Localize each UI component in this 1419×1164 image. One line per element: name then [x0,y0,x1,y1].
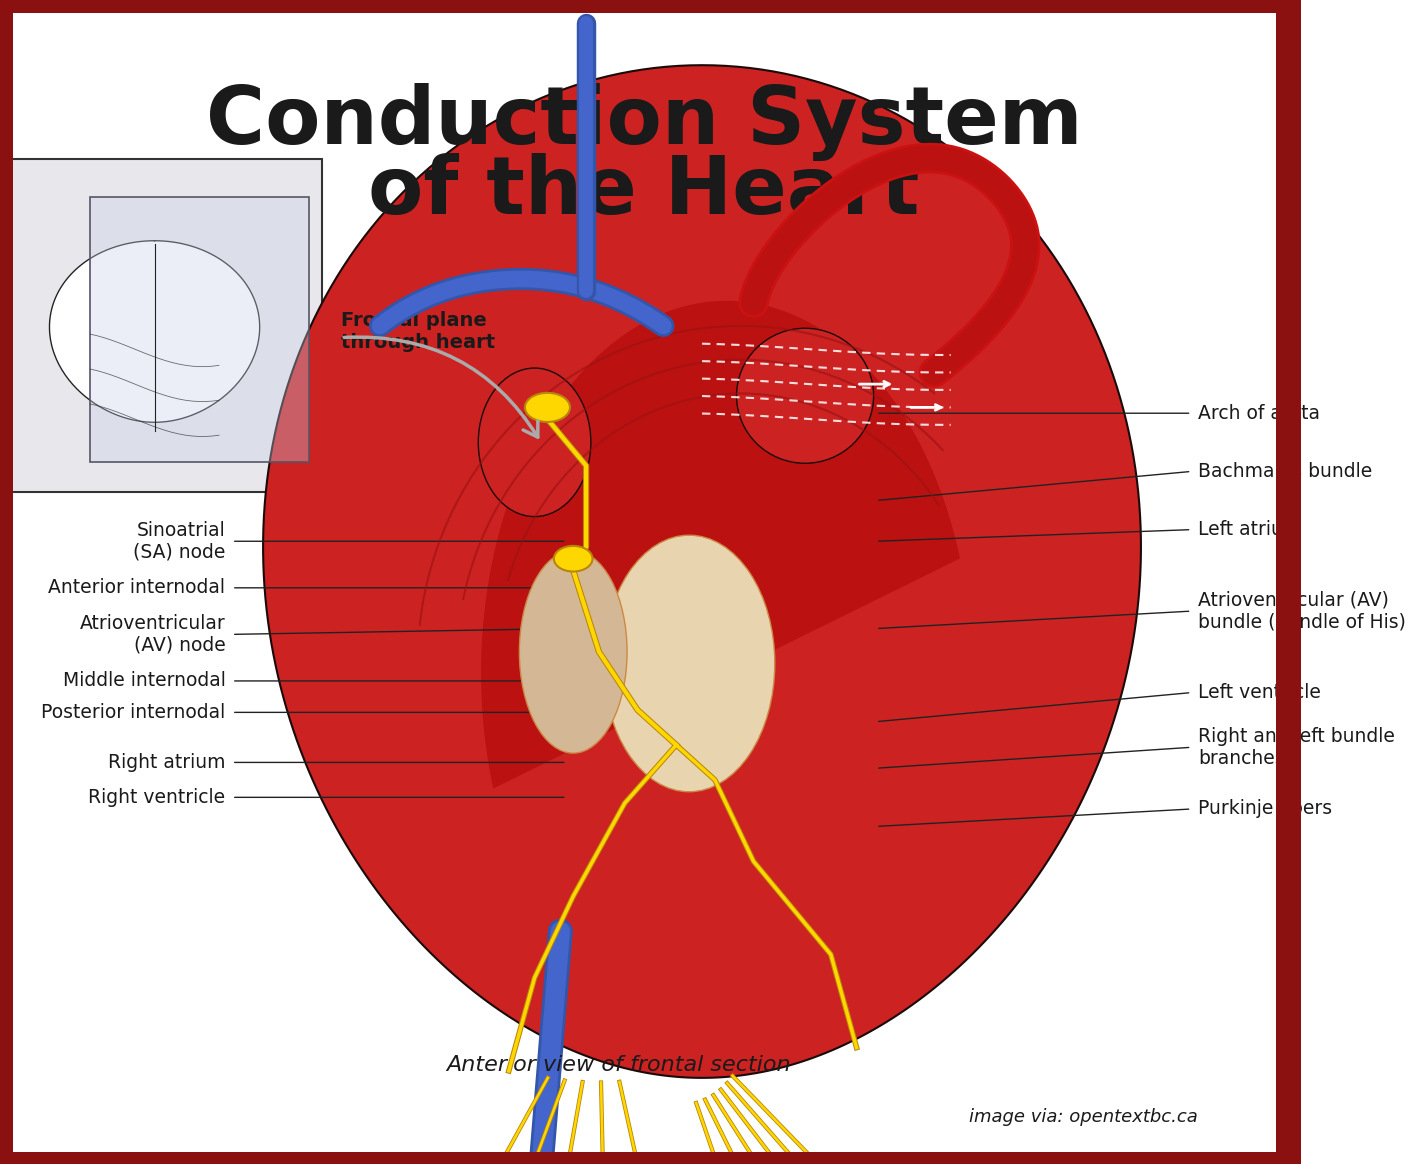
Ellipse shape [553,546,593,572]
Text: Sinoatrial
(SA) node: Sinoatrial (SA) node [133,520,226,562]
Text: Right and left bundle
branches: Right and left bundle branches [1198,726,1395,768]
Ellipse shape [478,368,590,517]
Ellipse shape [525,392,570,421]
Text: Anterior internodal: Anterior internodal [48,579,226,597]
Text: Arch of aorta: Arch of aorta [1198,404,1320,423]
Text: Left atrium: Left atrium [1198,520,1301,539]
Text: Right ventricle: Right ventricle [88,788,226,807]
FancyBboxPatch shape [0,159,322,492]
Text: Conduction System: Conduction System [206,83,1083,162]
Text: of the Heart: of the Heart [369,152,920,232]
Text: Middle internodal: Middle internodal [62,672,226,690]
Ellipse shape [603,535,775,792]
Text: Anterior view of frontal section: Anterior view of frontal section [446,1055,790,1076]
FancyArrowPatch shape [345,338,538,438]
Ellipse shape [519,551,627,753]
Text: Purkinje fibers: Purkinje fibers [1198,800,1332,818]
Text: Atrioventricular
(AV) node: Atrioventricular (AV) node [79,613,226,655]
Text: image via: opentextbc.ca: image via: opentextbc.ca [969,1108,1198,1127]
Text: Right atrium: Right atrium [108,753,226,772]
Polygon shape [482,301,959,788]
Ellipse shape [736,328,874,463]
Polygon shape [91,197,309,462]
Text: Frontal plane
through heart: Frontal plane through heart [342,311,495,353]
Text: Left ventricle: Left ventricle [1198,683,1321,702]
Polygon shape [50,241,260,423]
Text: Atrioventricular (AV)
bundle (bundle of His): Atrioventricular (AV) bundle (bundle of … [1198,590,1406,632]
Text: Bachman’s bundle: Bachman’s bundle [1198,462,1372,481]
Text: Posterior internodal: Posterior internodal [41,703,226,722]
Polygon shape [263,65,1141,1078]
